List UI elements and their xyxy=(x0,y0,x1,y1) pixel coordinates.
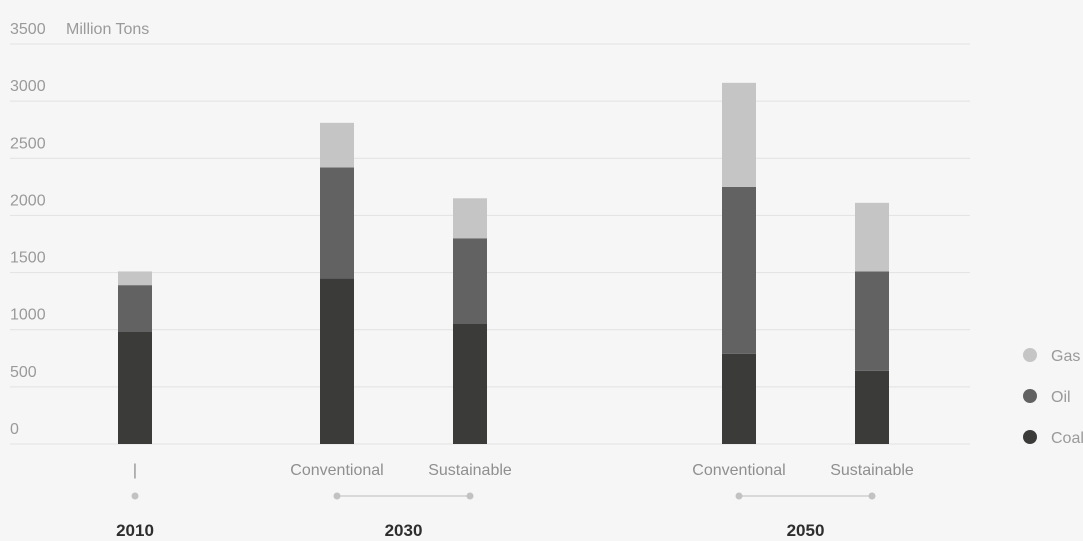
bar-segment-oil xyxy=(855,271,889,371)
legend-label-gas: Gas xyxy=(1051,348,1080,365)
y-tick-label: 3000 xyxy=(10,78,46,95)
y-tick-label: 0 xyxy=(10,421,19,438)
legend-swatch-oil xyxy=(1023,389,1037,403)
x-group-label: 2030 xyxy=(385,521,423,540)
bar-segment-coal xyxy=(453,324,487,444)
y-tick-label: 1000 xyxy=(10,307,46,324)
bar-segment-gas xyxy=(722,82,756,187)
x-axis-group-labels: 2010 2030 2050 xyxy=(116,492,876,540)
bar-segment-oil xyxy=(722,186,756,354)
x-axis-category-labels: | Conventional Sustainable Conventional Sust… xyxy=(133,462,914,479)
legend: Gas Oil Coal xyxy=(1023,348,1083,447)
y-tick-label: 2500 xyxy=(10,135,46,152)
bar-segment-gas xyxy=(118,271,152,286)
group-connector-dot xyxy=(466,492,474,500)
y-tick-label: 2000 xyxy=(10,192,46,209)
bar-segment-oil xyxy=(118,285,152,332)
y-tick-label: 1500 xyxy=(10,250,46,267)
grid-lines xyxy=(10,43,970,445)
x-category-label: | xyxy=(133,462,137,479)
legend-swatch-gas xyxy=(1023,348,1037,362)
bar-segment-gas xyxy=(320,122,354,168)
bar-segment-coal xyxy=(320,278,354,444)
x-category-label: Conventional xyxy=(692,462,785,479)
y-tick-label: 3500 xyxy=(10,21,46,38)
y-axis-label: Million Tons xyxy=(66,21,149,38)
bar-segment-oil xyxy=(453,238,487,324)
bar-segment-coal xyxy=(722,353,756,444)
group-connector-dot xyxy=(868,492,876,500)
group-connector-dot xyxy=(735,492,743,500)
x-category-label: Sustainable xyxy=(428,462,512,479)
x-group-label: 2050 xyxy=(787,521,825,540)
x-category-label: Sustainable xyxy=(830,462,914,479)
bar-segment-gas xyxy=(855,202,889,272)
legend-label-oil: Oil xyxy=(1051,389,1071,406)
y-tick-label: 500 xyxy=(10,364,37,381)
legend-label-coal: Coal xyxy=(1051,430,1083,447)
group-connector-dot xyxy=(131,492,139,500)
bar-segment-oil xyxy=(320,167,354,279)
bar-segment-gas xyxy=(453,198,487,239)
bars xyxy=(118,82,889,444)
y-axis-ticks: 0 500 1000 1500 2000 2500 3000 3500 xyxy=(10,21,46,438)
group-connector-dot xyxy=(333,492,341,500)
x-category-label: Conventional xyxy=(290,462,383,479)
bar-segment-coal xyxy=(855,370,889,444)
x-group-label: 2010 xyxy=(116,521,154,540)
legend-swatch-coal xyxy=(1023,430,1037,444)
bar-segment-coal xyxy=(118,332,152,444)
